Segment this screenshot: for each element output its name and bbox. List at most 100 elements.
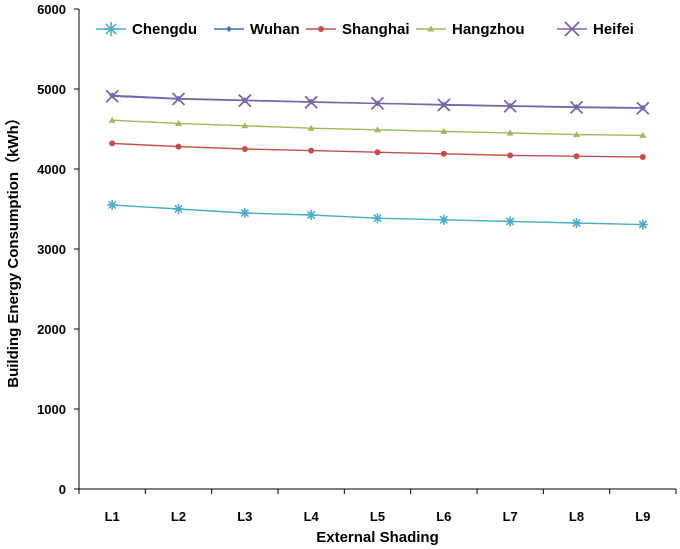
marker-stroke xyxy=(238,93,252,108)
marker-shape xyxy=(374,126,381,133)
point-marker xyxy=(639,131,647,138)
point-marker xyxy=(109,140,116,147)
marker-stroke xyxy=(240,208,249,218)
x-tick-label: L5 xyxy=(370,509,385,524)
point-marker xyxy=(427,25,435,32)
point-marker xyxy=(226,26,232,32)
marker-shape xyxy=(374,149,381,156)
series-shanghai xyxy=(109,140,646,160)
y-tick-label: 6000 xyxy=(37,2,66,17)
y-tick-label: 0 xyxy=(59,482,66,497)
point-marker xyxy=(569,100,584,115)
series-heifei xyxy=(105,89,650,115)
marker-shape xyxy=(440,150,447,157)
point-marker xyxy=(306,210,317,220)
point-marker xyxy=(573,153,580,160)
marker-shape xyxy=(109,140,116,147)
point-marker xyxy=(507,152,514,159)
point-marker xyxy=(571,218,582,228)
series-wuhan xyxy=(109,92,646,111)
marker-shape xyxy=(440,127,448,134)
marker-shape xyxy=(318,26,324,32)
marker-shape xyxy=(307,124,315,131)
marker-stroke xyxy=(572,218,581,228)
series-hangzhou xyxy=(108,116,647,138)
legend-item-heifei: Heifei xyxy=(557,21,634,38)
legend-item-hangzhou: Hangzhou xyxy=(416,21,525,38)
axes xyxy=(74,8,677,494)
legend-label: Shanghai xyxy=(342,21,410,38)
marker-stroke xyxy=(304,95,318,109)
marker-stroke xyxy=(638,220,647,229)
marker-stroke xyxy=(564,21,580,37)
marker-shape xyxy=(108,116,116,123)
x-tick-label: L3 xyxy=(237,509,252,524)
point-marker xyxy=(104,22,118,36)
point-marker xyxy=(108,116,116,123)
point-marker xyxy=(374,149,381,156)
marker-shape xyxy=(241,146,248,152)
marker-shape xyxy=(175,143,182,150)
point-marker xyxy=(637,219,648,230)
y-tick-labels: 0 1000 2000 3000 4000 5000 6000 xyxy=(37,2,66,497)
point-marker xyxy=(171,92,186,106)
x-tick-label: L6 xyxy=(436,509,451,524)
x-tick-labels: L1 L2 L3 L4 L5 L6 L7 L8 L9 xyxy=(105,509,651,524)
point-marker xyxy=(506,129,514,136)
series-group xyxy=(105,89,650,230)
marker-shape xyxy=(639,154,646,160)
point-marker xyxy=(173,204,184,214)
point-marker xyxy=(241,122,249,129)
marker-shape xyxy=(226,26,232,32)
marker-shape xyxy=(639,131,647,138)
x-tick-label: L4 xyxy=(304,509,320,524)
legend-item-shanghai: Shanghai xyxy=(306,21,410,38)
marker-stroke xyxy=(370,96,385,111)
legend-item-chengdu: Chengdu xyxy=(96,21,197,38)
point-marker xyxy=(505,216,516,227)
marker-stroke xyxy=(307,210,316,220)
point-marker xyxy=(639,154,646,160)
point-marker xyxy=(304,95,318,109)
point-marker xyxy=(374,126,381,133)
y-axis-title: Building Energy Consumption（kWh） xyxy=(4,110,22,388)
y-tick-label: 1000 xyxy=(37,402,66,417)
point-marker xyxy=(440,150,447,157)
point-marker xyxy=(307,124,315,131)
point-marker xyxy=(308,147,315,154)
point-marker xyxy=(437,98,451,112)
x-tick-label: L8 xyxy=(569,509,584,524)
marker-stroke xyxy=(636,101,650,115)
point-marker xyxy=(370,96,385,111)
marker-stroke xyxy=(108,200,117,210)
legend-label: Chengdu xyxy=(132,21,197,38)
point-marker xyxy=(564,21,580,37)
marker-stroke xyxy=(569,100,584,115)
x-tick-label: L7 xyxy=(503,509,518,524)
marker-shape xyxy=(241,122,249,129)
point-marker xyxy=(175,119,182,126)
marker-shape xyxy=(308,147,315,154)
legend-label: Heifei xyxy=(593,21,634,38)
legend: Chengdu Wuhan Shanghai Hangzhou Heifei xyxy=(96,21,634,38)
point-marker xyxy=(440,127,448,134)
marker-shape xyxy=(175,119,182,126)
marker-stroke xyxy=(437,98,451,112)
y-tick-label: 4000 xyxy=(37,162,66,177)
y-tick-label: 2000 xyxy=(37,322,66,337)
y-tick-label: 3000 xyxy=(37,242,66,257)
marker-stroke xyxy=(439,215,448,224)
x-tick-label: L2 xyxy=(171,509,186,524)
marker-stroke xyxy=(174,204,183,214)
marker-stroke xyxy=(506,217,515,226)
point-marker xyxy=(372,213,383,224)
point-marker xyxy=(438,214,449,225)
point-marker xyxy=(238,93,252,108)
series-chengdu xyxy=(107,200,648,230)
point-marker xyxy=(573,131,580,138)
legend-label: Wuhan xyxy=(250,21,300,38)
x-axis-title: External Shading xyxy=(316,529,439,546)
marker-stroke xyxy=(105,23,117,35)
point-marker xyxy=(175,143,182,150)
